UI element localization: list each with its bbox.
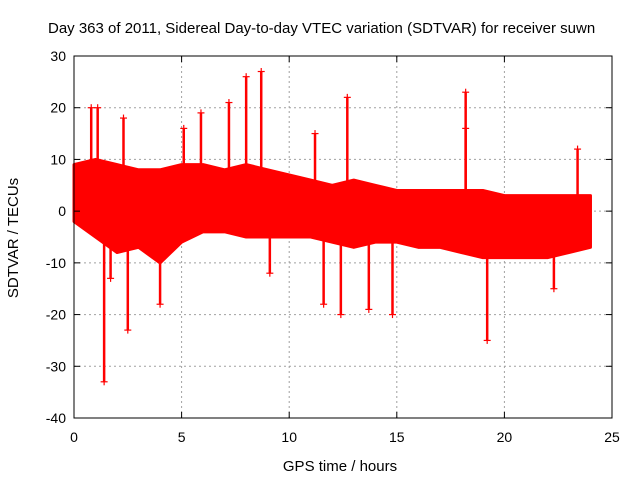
- data-point: [266, 269, 274, 277]
- data-point: [320, 300, 328, 308]
- data-point: [225, 99, 233, 107]
- y-tick-label: -10: [46, 255, 66, 271]
- data-point: [257, 68, 265, 76]
- data-point: [119, 114, 127, 122]
- x-tick-label: 20: [497, 429, 513, 445]
- y-axis-title: SDTVAR / TECUs: [5, 178, 22, 298]
- data-point: [100, 378, 108, 386]
- y-tick-label: 30: [50, 48, 66, 64]
- data-point: [365, 305, 373, 313]
- y-tick-label: 20: [50, 100, 66, 116]
- data-point: [311, 130, 319, 138]
- y-tick-label: 0: [58, 203, 66, 219]
- chart-title: Day 363 of 2011, Sidereal Day-to-day VTE…: [48, 20, 595, 37]
- x-tick-label: 5: [178, 429, 186, 445]
- x-tick-label: 15: [389, 429, 405, 445]
- x-tick-label: 25: [604, 429, 620, 445]
- data-point: [462, 88, 470, 96]
- data-point: [483, 336, 491, 344]
- data-band: [72, 157, 592, 265]
- data-point: [156, 300, 164, 308]
- data-point: [197, 109, 205, 117]
- data-layer: [72, 68, 592, 386]
- data-point: [343, 93, 351, 101]
- x-tick-label: 10: [281, 429, 297, 445]
- data-point: [574, 145, 582, 153]
- x-tick-label: 0: [70, 429, 78, 445]
- data-point: [337, 311, 345, 319]
- data-point: [87, 104, 95, 112]
- y-tick-label: -40: [46, 410, 66, 426]
- x-axis-title: GPS time / hours: [283, 458, 397, 475]
- data-point: [180, 124, 188, 132]
- axes: 0 5 10 15 20 25 -40 -30 -20 -10 0 10 20 30: [46, 48, 620, 445]
- y-tick-label: 10: [50, 151, 66, 167]
- y-tick-label: -30: [46, 358, 66, 374]
- data-point: [462, 124, 470, 132]
- y-tick-label: -20: [46, 307, 66, 323]
- data-point: [107, 274, 115, 282]
- data-point: [94, 104, 102, 112]
- data-point: [124, 326, 132, 334]
- data-point: [550, 285, 558, 293]
- data-point: [242, 73, 250, 81]
- plot-frame: [73, 55, 613, 419]
- data-point: [388, 311, 396, 319]
